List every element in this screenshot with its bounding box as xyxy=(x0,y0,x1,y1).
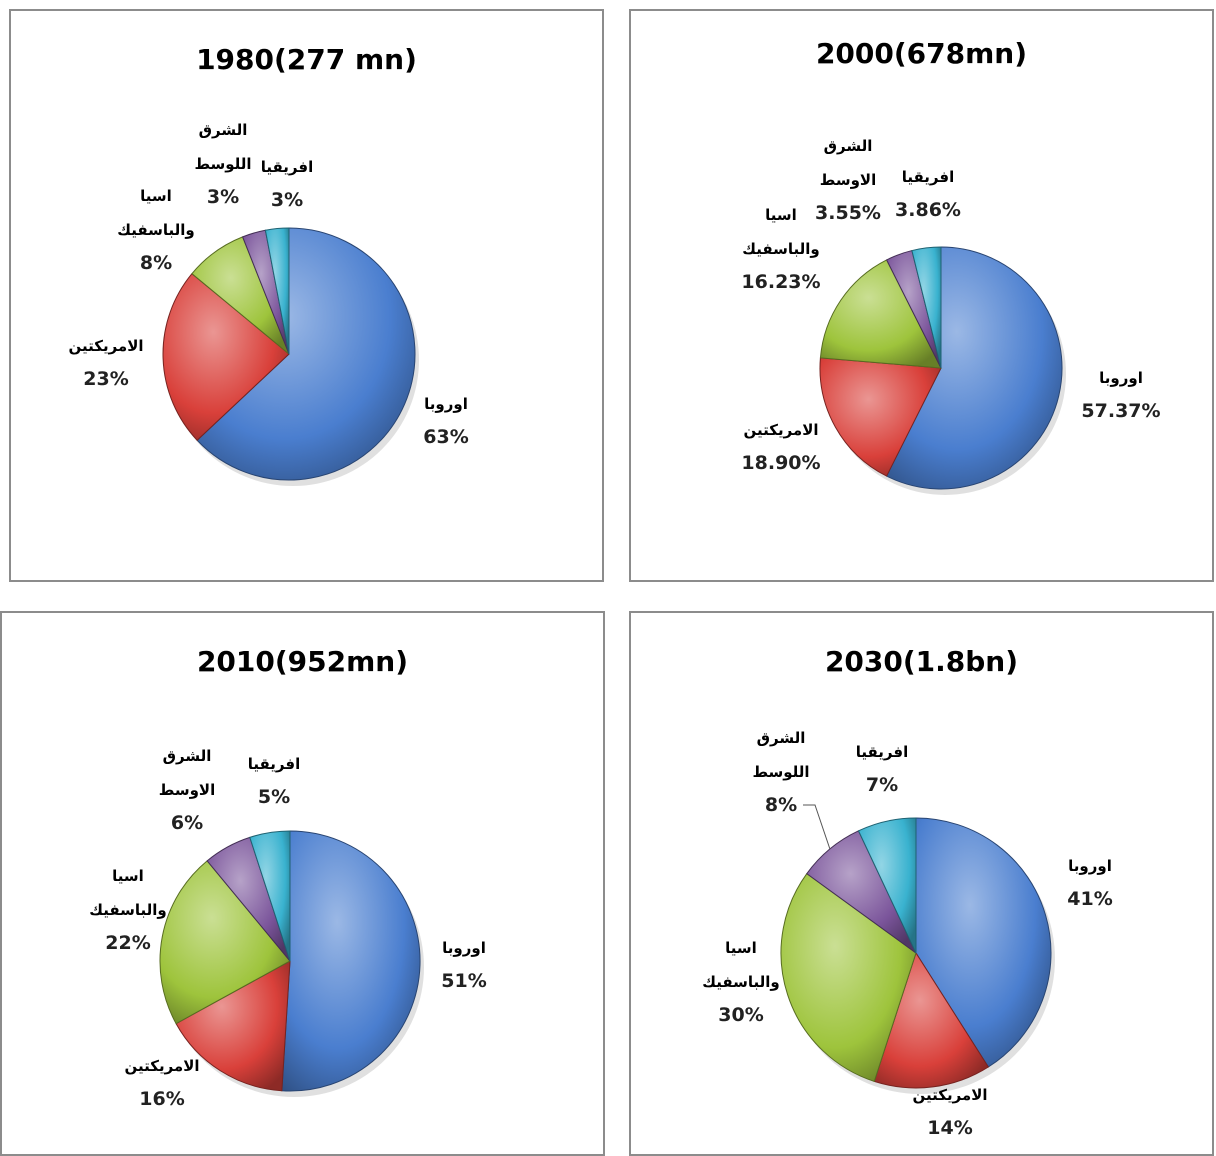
slice-label-name: افريقيا xyxy=(902,168,954,186)
slice-label-name: اوروبا xyxy=(1099,369,1143,387)
slice-label-value: 8% xyxy=(765,794,797,816)
pie-slice-americas xyxy=(162,272,290,441)
chart-svg: 2030(1.8bn) اوروبا 41% الامريكتين 14% اسيا وال… xyxy=(702,645,1112,1139)
slice-label-name: والباسفيك xyxy=(117,221,195,239)
pie-chart-1980: 1980(277 mn) اوروبا 63% الامريكتين 23% اسيا وا… xyxy=(9,9,604,582)
pie-slice-asia-pacific xyxy=(819,259,942,369)
slice-label-value: 7% xyxy=(866,774,898,796)
slice-label-value: 41% xyxy=(1067,888,1112,910)
pie-chart-2030: 2030(1.8bn) اوروبا 41% الامريكتين 14% اسيا وال… xyxy=(629,611,1214,1156)
pie-slice-asia-pacific xyxy=(159,860,291,1025)
slice-label-name: اوروبا xyxy=(1068,857,1112,875)
pie-slice-europe xyxy=(885,246,1063,490)
slice-label-name: الشرق xyxy=(757,729,806,747)
slice-label-name: اوروبا xyxy=(424,395,468,413)
slice-label-name: الاوسط xyxy=(159,781,215,799)
slice-label-name: الشرق xyxy=(824,137,873,155)
chart-svg: 2000(678mn) اوروبا 57.37% الامريكتين 18.90% ا… xyxy=(741,37,1161,495)
slice-label-value: 57.37% xyxy=(1081,400,1160,422)
slice-label-name: الاوسط xyxy=(820,171,876,189)
slice-label-name: الامريكتين xyxy=(124,1057,199,1075)
slice-label-name: الامريكتين xyxy=(68,337,143,355)
slice-label-value: 16.23% xyxy=(741,271,820,293)
slice-label-name: الشرق xyxy=(199,121,248,139)
pie-slice-americas xyxy=(873,951,990,1089)
slice-label-value: 23% xyxy=(83,368,128,390)
pie-slice-africa xyxy=(911,246,942,369)
slice-label-value: 3.86% xyxy=(895,199,961,221)
pie-slice-europe xyxy=(915,817,1052,1068)
slice-label-name: اللوسط xyxy=(194,155,251,173)
slice-label-name: افريقيا xyxy=(856,743,908,761)
slice-label-value: 6% xyxy=(171,812,203,834)
pie-slice-americas xyxy=(819,357,942,477)
chart-svg: 1980(277 mn) اوروبا 63% الامريكتين 23% اسيا وا… xyxy=(68,43,469,486)
slice-label-name: الشرق xyxy=(163,747,212,765)
pie-slice-asia-pacific xyxy=(780,872,917,1083)
chart-svg: 2010(952mn) اوروبا 51% الامريكتين 16% اسيا وال… xyxy=(89,645,486,1110)
slice-label-value: 51% xyxy=(441,970,486,992)
slice-label-name: الامريكتين xyxy=(912,1086,987,1104)
slice-label-name: افريقيا xyxy=(248,755,300,773)
slice-label-value: 8% xyxy=(140,252,172,274)
slice-label-name: والباسفيك xyxy=(89,901,167,919)
slice-label-value: 5% xyxy=(258,786,290,808)
chart-title: 1980(277 mn) xyxy=(196,43,417,76)
slice-label-name: اوروبا xyxy=(442,939,486,957)
pie-slice-europe xyxy=(196,227,416,481)
slice-label-value: 3% xyxy=(271,189,303,211)
pie-chart-2010: 2010(952mn) اوروبا 51% الامريكتين 16% اسيا وال… xyxy=(0,611,605,1156)
slice-label-name: والباسفيك xyxy=(742,240,820,258)
slice-label-value: 18.90% xyxy=(741,452,820,474)
chart-title: 2030(1.8bn) xyxy=(825,645,1018,678)
chart-title: 2010(952mn) xyxy=(197,645,408,678)
slice-label-value: 3% xyxy=(207,186,239,208)
slice-label-value: 63% xyxy=(423,426,468,448)
pie-slice-africa xyxy=(249,830,291,962)
pie-slice-americas xyxy=(175,960,291,1092)
pie-slice-africa xyxy=(264,227,290,355)
chart-title: 2000(678mn) xyxy=(816,37,1027,70)
slice-label-name: اللوسط xyxy=(752,763,809,781)
slice-label-value: 16% xyxy=(139,1088,184,1110)
slice-label-name: والباسفيك xyxy=(702,973,780,991)
slice-label-name: اسيا xyxy=(725,939,757,957)
leader-line xyxy=(803,804,831,850)
slice-label-value: 3.55% xyxy=(815,202,881,224)
slice-label-name: اسيا xyxy=(765,206,797,224)
slice-label-value: 14% xyxy=(927,1117,972,1139)
slice-label-value: 22% xyxy=(105,932,150,954)
slice-label-name: اسيا xyxy=(140,187,172,205)
pie-slice-africa xyxy=(857,817,917,954)
pie-slice-europe xyxy=(281,830,421,1092)
slice-label-value: 30% xyxy=(718,1004,763,1026)
slice-label-name: افريقيا xyxy=(261,158,313,176)
slice-label-name: الامريكتين xyxy=(743,421,818,439)
pie-chart-2000: 2000(678mn) اوروبا 57.37% الامريكتين 18.90% ا… xyxy=(629,9,1214,582)
slice-label-name: اسيا xyxy=(112,867,144,885)
